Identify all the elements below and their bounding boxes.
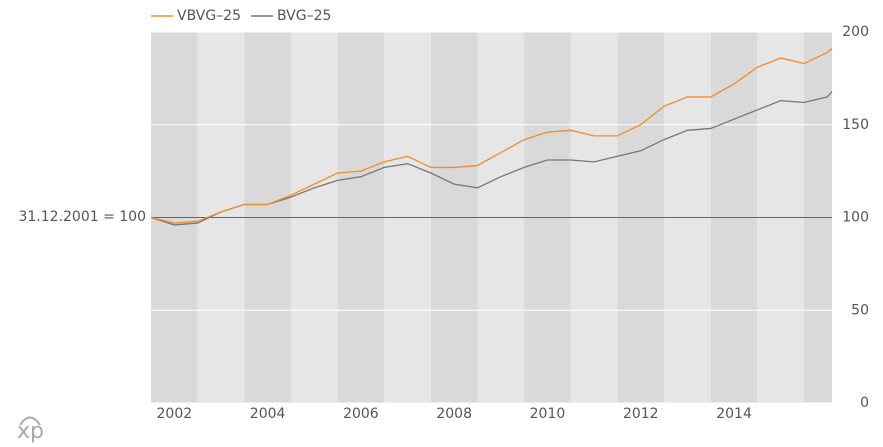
y-tick-label: 100 — [842, 210, 869, 226]
annotation: 31.12.2001 = 100 — [18, 209, 146, 225]
x-tick-label: 2012 — [623, 406, 659, 422]
x-tick-label: 2010 — [530, 406, 566, 422]
series-line — [150, 48, 833, 224]
logo-icon — [19, 416, 41, 426]
y-tick-label: 150 — [842, 117, 869, 133]
y-tick-label: 200 — [842, 24, 869, 40]
legend-label: BVG–25 — [277, 8, 331, 24]
legend-label: VBVG–25 — [177, 8, 241, 24]
x-tick-label: 2004 — [250, 406, 286, 422]
x-tick-label: 2006 — [343, 406, 379, 422]
y-tick-label: 50 — [851, 302, 869, 318]
x-tick-label: 2008 — [436, 406, 472, 422]
x-tick-label: 2002 — [157, 406, 193, 422]
x-tick-label: 2014 — [716, 406, 752, 422]
y-tick-label: 0 — [860, 395, 869, 411]
